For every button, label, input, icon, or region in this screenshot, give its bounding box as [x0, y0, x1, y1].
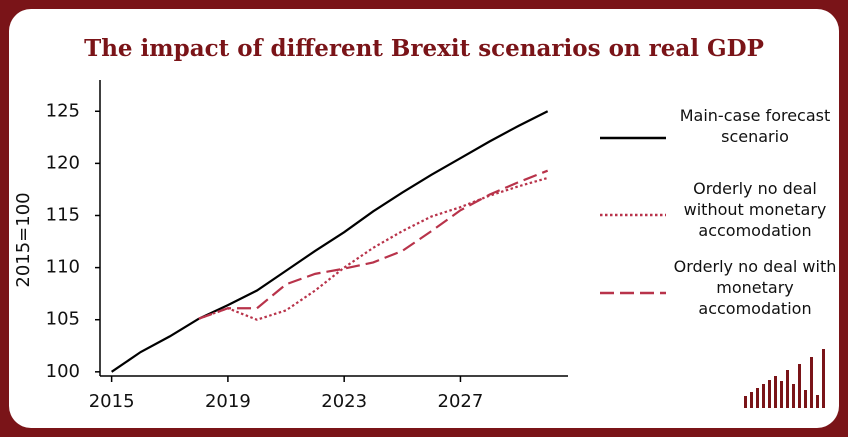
series-line	[198, 176, 548, 321]
y-tick-label: 120	[46, 152, 80, 173]
logo	[744, 349, 825, 408]
x-tick-label: 2019	[205, 391, 251, 412]
legend-label: Orderly no deal with monetary accomodati…	[673, 257, 837, 318]
panel	[9, 9, 839, 428]
series-line	[198, 169, 549, 320]
series-line	[111, 110, 549, 373]
y-axis-label: 2015=100	[13, 192, 34, 287]
x-tick-label: 2023	[321, 391, 367, 412]
y-tick-label: 100	[46, 361, 80, 382]
y-tick-label: 110	[46, 257, 80, 278]
x-tick-label: 2015	[89, 391, 135, 412]
legend-label: Orderly no deal without monetary accomod…	[683, 179, 827, 240]
y-tick-label: 125	[46, 100, 80, 121]
y-tick-label: 115	[46, 204, 80, 225]
legend-label: Main-case forecast scenario	[679, 106, 831, 146]
chart-title: The impact of different Brexit scenarios…	[84, 35, 764, 62]
x-tick-label: 2027	[438, 391, 484, 412]
y-tick-label: 105	[46, 309, 80, 330]
